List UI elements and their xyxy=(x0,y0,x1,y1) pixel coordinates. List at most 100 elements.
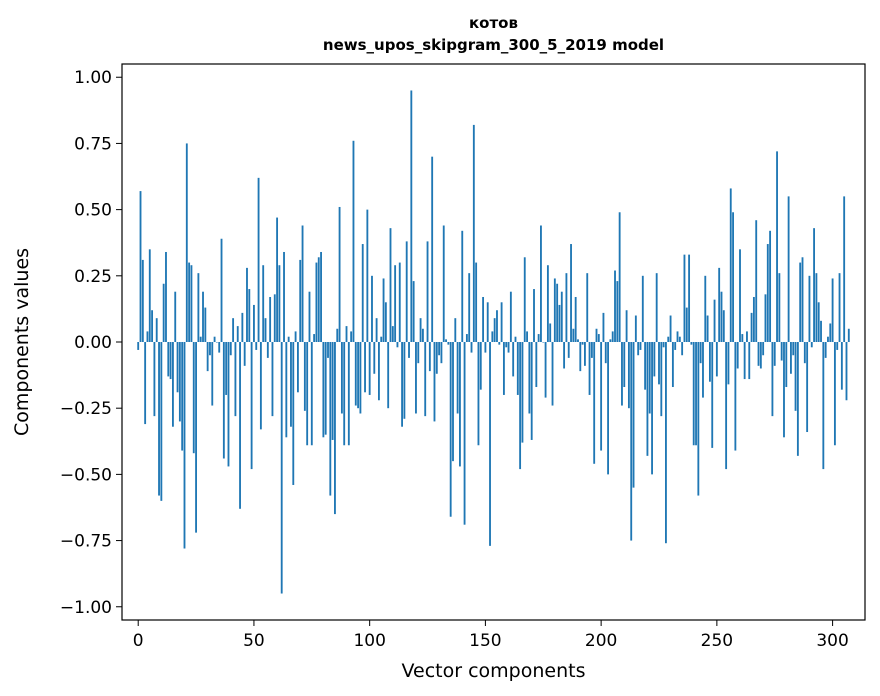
bar xyxy=(253,304,255,342)
bar xyxy=(320,251,322,342)
x-tick-label: 0 xyxy=(133,631,144,651)
bar xyxy=(162,283,165,342)
bar xyxy=(757,342,760,366)
bar xyxy=(833,342,836,446)
bar xyxy=(683,254,686,342)
bar xyxy=(296,342,299,393)
bar xyxy=(521,342,524,443)
bar xyxy=(165,251,167,342)
x-tick-label: 50 xyxy=(243,631,265,651)
bar xyxy=(454,318,457,342)
bar xyxy=(581,342,584,345)
bar xyxy=(428,342,431,372)
chart-title: котов xyxy=(469,14,518,32)
bar xyxy=(755,220,758,342)
bar xyxy=(840,342,843,390)
bar xyxy=(500,302,503,342)
bar xyxy=(364,342,366,393)
bar xyxy=(836,342,839,350)
bar xyxy=(276,217,279,342)
bar xyxy=(838,273,841,342)
bar xyxy=(387,342,390,409)
bar xyxy=(477,342,480,446)
bar xyxy=(752,296,755,342)
bar xyxy=(651,342,653,475)
bar xyxy=(514,336,517,342)
bar xyxy=(829,323,832,342)
bar xyxy=(209,342,211,356)
bar xyxy=(542,342,545,343)
bar xyxy=(246,267,248,342)
bar xyxy=(396,342,399,348)
bar xyxy=(343,342,346,446)
bar xyxy=(449,342,452,517)
bar xyxy=(255,342,258,350)
bar xyxy=(366,209,369,342)
bar xyxy=(310,342,313,446)
bar xyxy=(141,259,144,342)
bar xyxy=(847,328,850,342)
bar xyxy=(708,342,711,382)
bar xyxy=(382,278,385,342)
y-tick-label: −1.00 xyxy=(60,598,112,618)
bar xyxy=(405,241,408,342)
bar xyxy=(299,259,302,342)
x-tick-label: 100 xyxy=(353,631,385,651)
bar xyxy=(706,315,709,342)
bar xyxy=(803,342,806,364)
bar xyxy=(340,342,343,414)
bar xyxy=(507,342,510,353)
x-axis-ticks: 0 50 100 150 200 250 300 xyxy=(133,620,849,651)
bar xyxy=(262,265,265,342)
bar xyxy=(241,312,244,342)
bar xyxy=(357,342,360,409)
bar xyxy=(699,342,702,364)
bar xyxy=(618,212,621,342)
bar xyxy=(556,283,559,342)
bar xyxy=(227,342,230,467)
bar xyxy=(572,328,575,342)
bar xyxy=(627,342,630,409)
bar xyxy=(440,342,443,364)
bar xyxy=(546,265,549,342)
y-tick-label: 0.00 xyxy=(74,333,112,353)
bar xyxy=(442,225,445,342)
bar xyxy=(313,334,316,342)
x-tick-label: 150 xyxy=(469,631,501,651)
bar xyxy=(137,342,140,350)
y-axis-ticks: 1.00 0.75 0.50 0.25 0.00 −0.25 −0.50 −0.75 −1.00 xyxy=(60,68,122,618)
bar xyxy=(148,249,151,342)
bar xyxy=(792,342,795,356)
bar xyxy=(394,265,397,342)
bar xyxy=(764,294,767,342)
bar xyxy=(574,296,577,342)
bar xyxy=(595,328,598,342)
bar xyxy=(690,342,693,345)
bar xyxy=(287,336,290,342)
bar xyxy=(472,124,475,343)
bar xyxy=(702,342,704,398)
bar xyxy=(697,342,700,496)
bar xyxy=(831,278,834,342)
bar xyxy=(616,281,619,342)
bar xyxy=(371,275,373,342)
bar xyxy=(565,273,568,342)
bar xyxy=(199,336,202,342)
bar xyxy=(264,318,267,342)
bar xyxy=(505,342,508,348)
bar xyxy=(347,342,350,446)
bar xyxy=(790,342,792,374)
bar xyxy=(776,151,778,342)
bar xyxy=(639,342,642,350)
bar xyxy=(732,212,734,342)
bar xyxy=(551,342,554,406)
bar xyxy=(815,273,818,342)
bar xyxy=(600,342,603,451)
bar xyxy=(535,342,538,388)
bar xyxy=(607,342,609,475)
bar xyxy=(211,342,214,406)
bar xyxy=(713,299,716,342)
bar xyxy=(808,275,811,342)
bar xyxy=(479,342,482,390)
bar xyxy=(139,191,142,342)
